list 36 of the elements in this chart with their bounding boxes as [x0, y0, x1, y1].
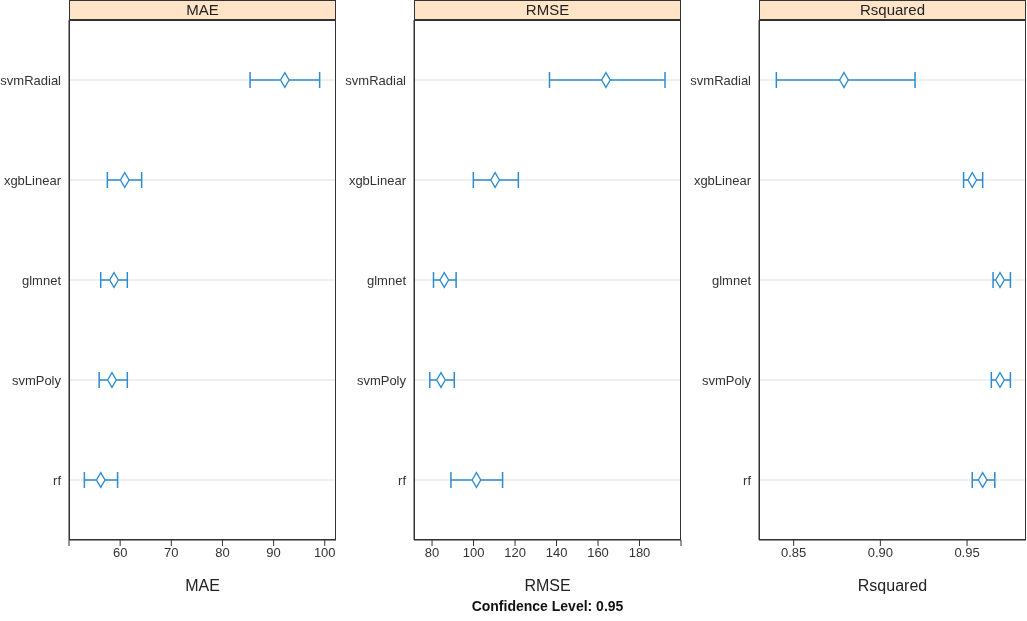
chart-title: MAE: [69, 0, 336, 20]
x-tick-label: 120: [504, 545, 526, 561]
x-axis-title: Rsquared: [857, 577, 928, 594]
y-tick-label: rf: [398, 472, 407, 488]
y-tick-label: svmPoly: [11, 372, 62, 388]
y-tick-label: svmPoly: [701, 372, 752, 388]
y-tick-label: glmnet: [366, 272, 407, 288]
x-tick-label: 0.90: [867, 545, 894, 561]
x-tick-label: 140: [545, 545, 568, 561]
y-tick-label: xgbLinear: [693, 172, 752, 188]
chart-title: Rsquared: [759, 0, 1026, 20]
y-tick-label: svmRadial: [690, 72, 752, 88]
x-axis-title: MAE: [185, 577, 220, 594]
x-tick-label: 180: [628, 545, 651, 561]
x-tick-label: 60: [112, 545, 128, 561]
y-tick-label: rf: [53, 472, 62, 488]
y-tick-label: svmRadial: [0, 72, 62, 88]
y-tick-label: svmRadial: [345, 72, 407, 88]
x-tick-label: 0.95: [954, 545, 980, 561]
x-tick-label: 80: [424, 545, 440, 561]
x-tick-label: 80: [215, 545, 230, 561]
y-tick-label: rf: [743, 472, 752, 488]
y-tick-label: glmnet: [711, 272, 752, 288]
x-tick-label: 160: [587, 545, 609, 561]
chart-title: RMSE: [414, 0, 681, 20]
x-tick-label: 90: [266, 545, 281, 561]
y-tick-label: glmnet: [21, 272, 62, 288]
x-tick-label: 70: [164, 545, 179, 561]
y-tick-label: svmPoly: [356, 372, 407, 388]
x-tick-label: 0.85: [781, 545, 807, 561]
y-tick-label: xgbLinear: [3, 172, 62, 188]
x-tick-label: 100: [313, 545, 336, 561]
y-tick-label: xgbLinear: [348, 172, 407, 188]
x-axis-title: RMSE: [524, 577, 571, 594]
text: Confidence Level: 0.95: [470, 598, 625, 614]
x-tick-label: 100: [462, 545, 485, 561]
